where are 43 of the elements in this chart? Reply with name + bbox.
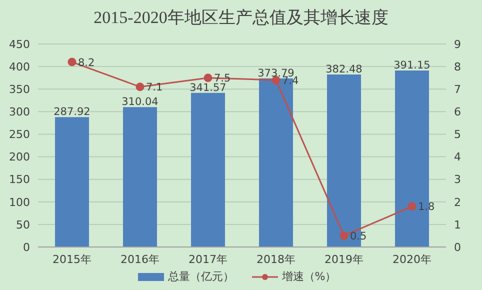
- y2-tick-label: 5: [454, 128, 461, 142]
- y-tick-label: 200: [9, 150, 30, 164]
- y-tick-label: 350: [9, 83, 30, 96]
- data-label: 382.48: [326, 63, 362, 76]
- y2-tick-label: 6: [454, 106, 461, 119]
- y2-tick-label: 9: [454, 38, 461, 51]
- data-label: 391.15: [394, 60, 430, 72]
- x-tick-label: 2017年: [188, 252, 228, 266]
- y2-tick-label: 3: [454, 173, 461, 186]
- point: [204, 74, 212, 82]
- data-label: 8.2: [78, 56, 95, 69]
- point: [68, 58, 76, 66]
- y-tick-label: 100: [9, 196, 30, 209]
- y2-tick-label: 0: [454, 240, 461, 254]
- y-tick-label: 450: [9, 38, 30, 51]
- bar: [123, 107, 157, 247]
- bar: [191, 92, 225, 247]
- y2-tick-label: 2: [454, 196, 461, 209]
- y2-tick-label: 7: [454, 83, 461, 96]
- y-tick-label: 150: [9, 173, 30, 186]
- y2-tick-label: 4: [454, 150, 461, 164]
- y2-tick-label: 1: [454, 218, 461, 232]
- data-label: 287.92: [54, 106, 90, 118]
- y-tick-label: 300: [9, 106, 30, 119]
- y2-tick-label: 8: [454, 60, 461, 74]
- y-tick-label: 50: [16, 218, 30, 232]
- y-tick-label: 0: [23, 240, 30, 254]
- data-label: 310.04: [122, 96, 159, 108]
- chart-title: 2015-2020年地区生产总值及其增长速度: [92, 7, 390, 29]
- x-tick-label: 2020年: [392, 252, 432, 266]
- point: [408, 202, 416, 211]
- x-tick-label: 2015年: [52, 252, 92, 266]
- bar: [55, 117, 89, 247]
- y-tick-label: 250: [9, 128, 30, 142]
- legend-label: 增速（%）: [282, 269, 336, 284]
- point: [136, 82, 144, 92]
- x-tick-label: 2018年: [256, 252, 296, 266]
- x-tick-label: 2019年: [324, 252, 364, 266]
- y-tick-label: 400: [9, 60, 30, 74]
- data-label: 341.57: [190, 82, 226, 94]
- x-tick-label: 2016年: [120, 252, 160, 266]
- legend-label: 总量（亿元）: [168, 269, 234, 284]
- point: [340, 231, 348, 240]
